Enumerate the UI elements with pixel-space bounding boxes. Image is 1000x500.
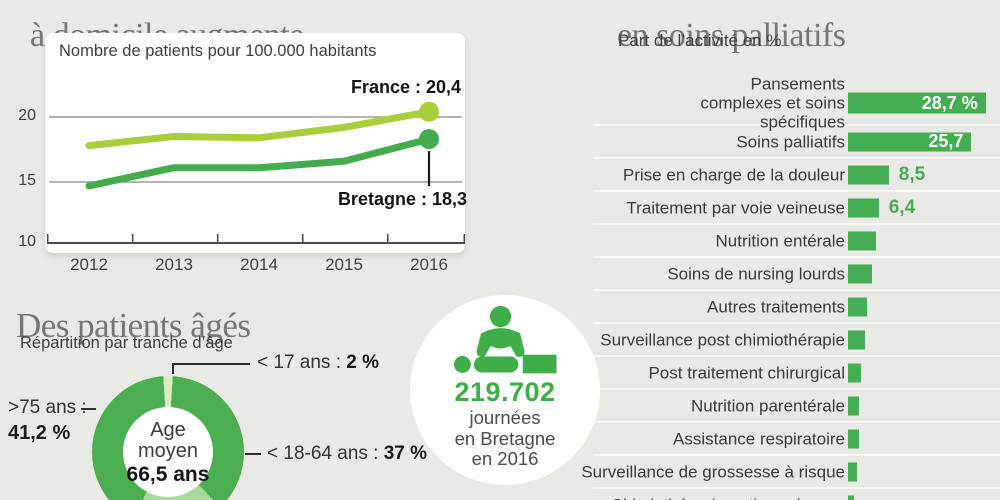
badge-caption-1: journées: [469, 407, 541, 428]
donut-center-value: 66,5 ans: [126, 462, 210, 486]
bar-value-label: 6,4: [888, 196, 916, 218]
bar-row: Prise en charge de la douleur 8,5: [593, 159, 1000, 192]
bar-label: Nutrition parentérale: [690, 396, 845, 415]
bar-row: Assistance respiratoire: [593, 423, 1000, 456]
line-chart-subtitle: Nombre de patients pour 100.000 habitant…: [59, 42, 377, 60]
donut-label-under17-value: 2 %: [346, 352, 380, 373]
bar: [848, 462, 857, 481]
bar: [848, 165, 889, 184]
bar: [848, 429, 859, 448]
donut-label-adult-value: 37 %: [383, 443, 428, 464]
bar-row: Surveillance post chimiothérapie: [593, 324, 1000, 357]
y-tick-label: 10: [18, 233, 36, 250]
bar-label: Post traitement chirurgical: [648, 363, 845, 382]
bar-row: Traitement par voie veineuse 6,4: [593, 192, 1000, 225]
bar-chart: Pansements complexes et soins spécifique…: [581, 75, 1000, 500]
bar-label: Pansements complexes et soins spécifique…: [700, 74, 845, 132]
donut-leader-adult: [245, 453, 261, 455]
bar-label: Surveillance de grossesse à risque: [581, 462, 845, 481]
donut-label-over75-value: 41,2 %: [8, 422, 71, 444]
badge-circle: 219.702 journées en Bretagne en 2016: [410, 295, 600, 485]
bar-label: Chimiothérapie anticancéreuse: [611, 495, 845, 500]
bar: [848, 330, 865, 349]
bar-value-label: 25,7: [928, 131, 964, 151]
donut-label-over75: >75 ans :: [8, 397, 87, 419]
donut-subtitle: Répartition par tranche d’âge: [20, 334, 233, 352]
bar-row: Chimiothérapie anticancéreuse: [593, 489, 1000, 500]
line-chart: [46, 101, 465, 244]
donut-center: Age moyen 66,5 ans: [123, 407, 213, 497]
donut-label-adult-text: < 18-64 ans :: [267, 443, 384, 464]
bar-row: Soins de nursing lourds: [593, 258, 1000, 291]
right-section-title: en soins palliatifs: [617, 16, 846, 54]
donut-center-line2: moyen: [137, 439, 199, 462]
badge-value: 219.702: [454, 377, 556, 407]
x-tick-label: 2012: [70, 255, 108, 274]
line-chart-panel: Nombre de patients pour 100.000 habitant…: [45, 33, 467, 253]
bar-label: Soins de nursing lourds: [667, 264, 845, 283]
x-tick-label: 2013: [155, 255, 193, 274]
bar-row: Soins palliatifs 25,7: [593, 126, 1000, 159]
bar-chart-subtitle: Part de l’activité en %: [618, 31, 782, 50]
bar: 25,7: [848, 131, 972, 151]
bar-value-label: 8,5: [898, 163, 926, 185]
bar: [848, 198, 879, 217]
donut-center-line1: Age: [150, 418, 186, 441]
donut-section-title: Des patients âgés: [16, 306, 251, 346]
donut-label-under17-text: < 17 ans :: [257, 352, 347, 373]
y-tick-label: 15: [18, 172, 36, 189]
donut-label-under17: < 17 ans : 2 %: [257, 352, 379, 374]
bar-label: Traitement par voie veineuse: [626, 198, 845, 217]
bar-label: Prise en charge de la douleur: [622, 165, 845, 184]
bar-row: Nutrition parentérale: [593, 390, 1000, 423]
bar-label: Surveillance post chimiothérapie: [600, 330, 845, 349]
x-tick-label: 2016: [410, 255, 448, 274]
x-tick-label: 2015: [325, 255, 363, 274]
bar: 28,7 %: [848, 92, 986, 114]
badge-caption-2: en Bretagne: [454, 427, 556, 449]
bar-value-label: 28,7 %: [921, 92, 978, 113]
bar: [848, 231, 876, 250]
bretagne-value-label: Bretagne : 18,3: [337, 189, 467, 209]
bar-label: Assistance respiratoire: [673, 429, 845, 448]
bar-label: Soins palliatifs: [736, 132, 845, 151]
france-value-label: France : 20,4: [350, 77, 461, 97]
bar-row: Autres traitements: [593, 291, 1000, 324]
y-tick-label: 20: [18, 107, 36, 124]
donut-label-over75-text: >75 ans :: [8, 397, 87, 418]
bar: [848, 363, 861, 382]
bar-row: Nutrition entérale: [593, 225, 1000, 258]
donut-leader-under17: [172, 363, 250, 374]
bar-row: Post traitement chirurgical: [593, 357, 1000, 390]
x-tick-label: 2014: [240, 255, 278, 274]
donut-label-adult: < 18-64 ans : 37 %: [267, 443, 427, 465]
bar-row: Pansements complexes et soins spécifique…: [593, 75, 1000, 132]
donut-label-over75-value-row: 41,2 %: [8, 422, 70, 445]
bar-label: Nutrition entérale: [715, 231, 845, 250]
bar: [848, 297, 867, 316]
bar: [848, 264, 872, 283]
badge-caption-3: en 2016: [471, 448, 539, 469]
donut-leader-over75: [81, 408, 96, 410]
bar-row: Surveillance de grossesse à risque: [581, 456, 1000, 489]
bar-label: Autres traitements: [707, 297, 845, 316]
caregiver-patient-icon: [453, 305, 557, 374]
bar: [848, 495, 855, 500]
bar: [848, 396, 860, 415]
